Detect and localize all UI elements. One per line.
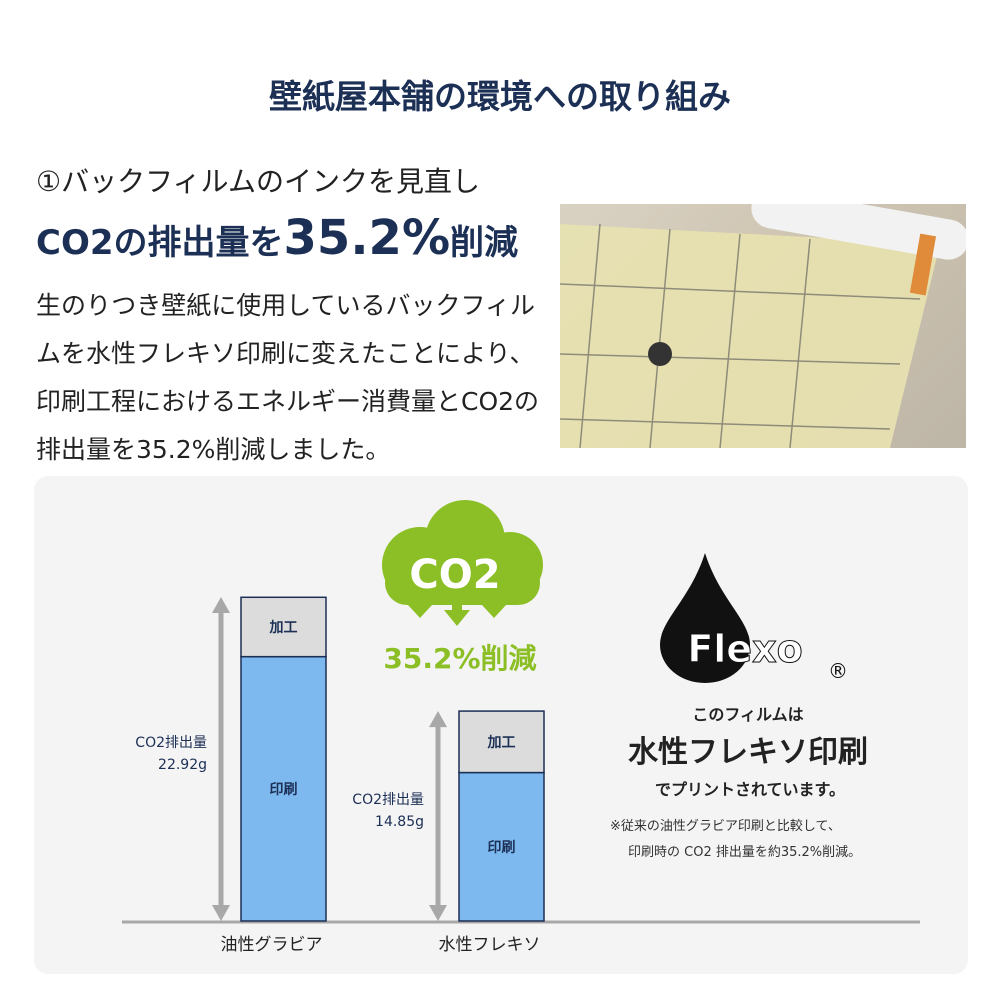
photo-illustration — [560, 204, 966, 448]
reduction-label: 35.2%削減 — [383, 642, 536, 675]
total-label: 22.92g — [158, 757, 207, 773]
arrow-head-up — [212, 597, 230, 613]
total-label: CO2排出量 — [352, 792, 424, 808]
flexo-note1: ※従来の油性グラビア印刷と比較して、 — [610, 819, 841, 834]
subtitle: ①バックフィルムのインクを見直し — [36, 165, 480, 198]
total-label: CO2排出量 — [135, 735, 207, 751]
headline-post: 削減 — [450, 223, 519, 263]
registered-mark: ® — [828, 659, 848, 683]
segment-label: 加工 — [487, 735, 516, 751]
segment-label: 加工 — [269, 620, 298, 636]
flexo-note2: 印刷時の CO2 排出量を約35.2%削減。 — [628, 844, 861, 860]
category-label: 水性フレキソ — [439, 935, 541, 955]
flexo-line3: でプリントされています。 — [655, 780, 845, 799]
total-label: 14.85g — [375, 814, 424, 830]
co2-cloud-icon — [382, 500, 543, 626]
bar-segment-process — [240, 596, 327, 658]
product-photo — [560, 204, 966, 448]
category-label: 油性グラビア — [221, 935, 323, 955]
arrow-head-down — [212, 905, 230, 921]
arrow-head-up — [429, 711, 447, 728]
headline-percent: 35.2% — [283, 210, 451, 266]
arrow-head-down — [429, 905, 447, 921]
bar-segment-print — [240, 655, 327, 922]
flexo-line1: このフィルムは — [692, 705, 803, 724]
flexo-drop-icon — [660, 553, 750, 683]
flexo-logo-text: Flexo — [687, 627, 802, 671]
bar-segment-process — [458, 710, 545, 774]
flexo-line2: 水性フレキソ印刷 — [628, 735, 868, 770]
headline: CO2の排出量を35.2%削減 — [36, 210, 518, 266]
segment-label: 印刷 — [488, 839, 516, 856]
segment-label: 印刷 — [270, 781, 298, 798]
headline-pre: CO2の排出量を — [36, 223, 284, 263]
body-text: 生のりつき壁紙に使用しているバックフィルムを水性フレキソ印刷に変えたことにより、… — [36, 291, 540, 464]
cloud-label: CO2 — [409, 552, 500, 598]
page-title: 壁紙屋本舗の環境への取り組み — [269, 77, 731, 116]
bar-segment-print — [458, 771, 545, 922]
